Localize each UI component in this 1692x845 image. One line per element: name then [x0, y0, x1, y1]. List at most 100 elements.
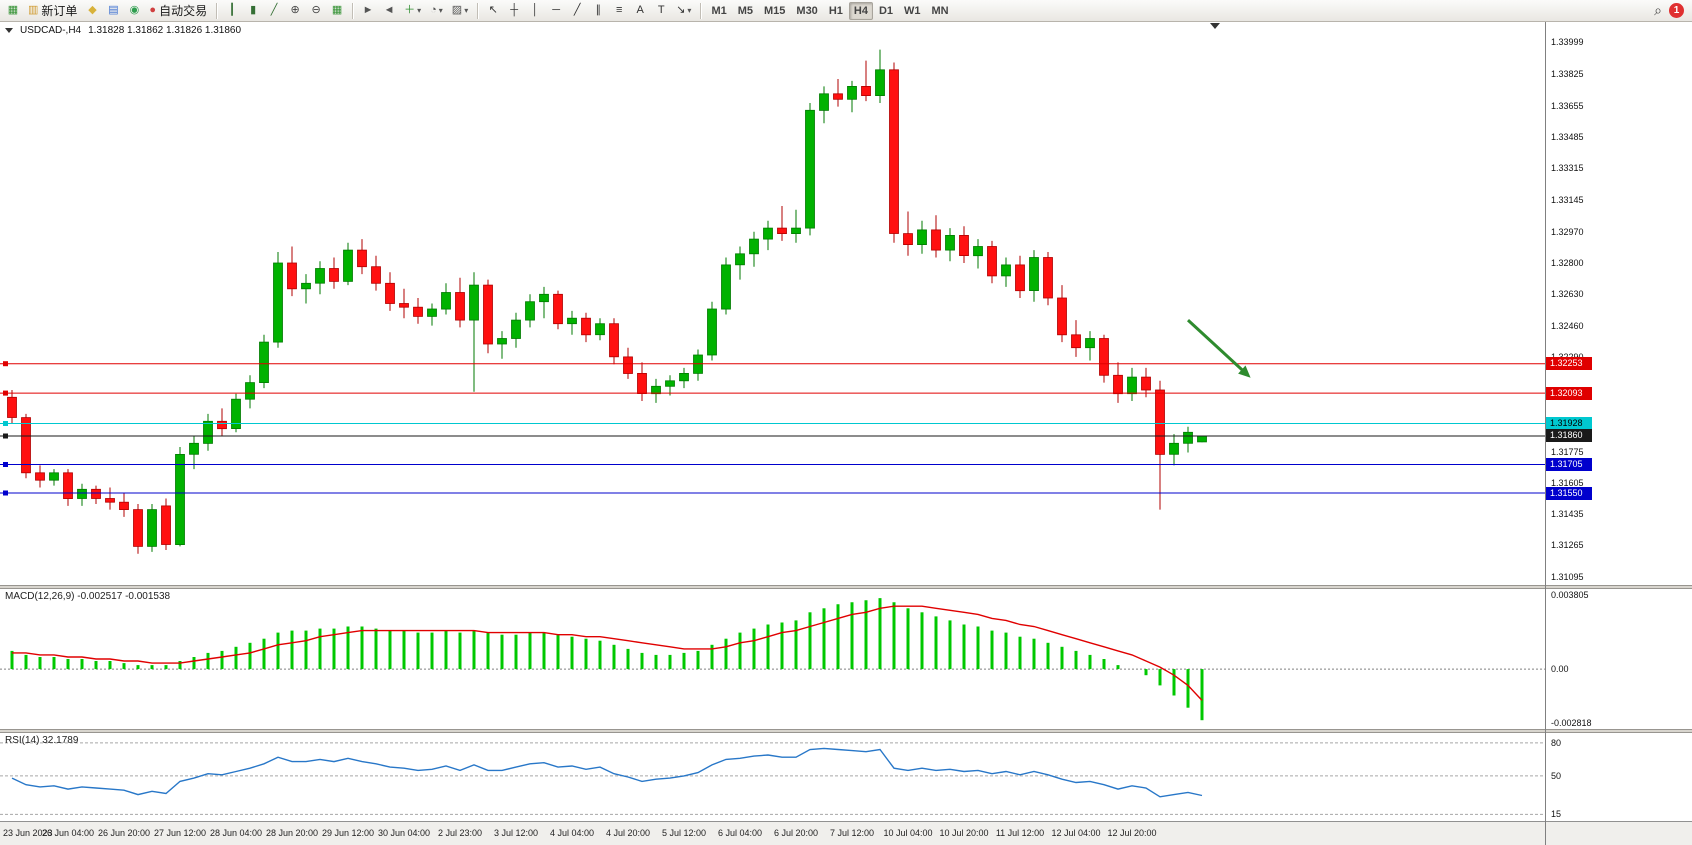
periods-button-dropdown-icon[interactable]: ▾	[438, 6, 443, 15]
line-chart-button[interactable]: ╱	[264, 2, 284, 20]
current-price-line[interactable]	[0, 433, 1545, 439]
price-axis-label: 1.31095	[1551, 571, 1584, 582]
current-price-line-price-tag: 1.31860	[1546, 429, 1592, 443]
ohlc-values: 1.31828 1.31862 1.31826 1.31860	[88, 25, 242, 36]
templates-button-dropdown-icon[interactable]: ▾	[464, 6, 469, 15]
text-label-button-icon: T	[657, 4, 665, 16]
channel-button-icon: ∥	[595, 4, 601, 16]
crosshair-button[interactable]: ┼	[504, 2, 524, 20]
channel-button[interactable]: ∥	[588, 2, 608, 20]
vertical-line-button[interactable]: │	[525, 2, 545, 20]
chart-menu-icon[interactable]	[5, 28, 13, 33]
trendline-button-icon: ╱	[573, 4, 581, 16]
timeframe-mn[interactable]: MN	[927, 2, 954, 20]
candlestick-canvas[interactable]	[0, 22, 1545, 585]
zoom-in-button[interactable]: ⊕	[285, 2, 305, 20]
vertical-line-button-icon: │	[531, 4, 539, 16]
toolbar-separator	[216, 2, 218, 19]
arrows-button-dropdown-icon[interactable]: ▾	[687, 6, 692, 15]
new-chart-button[interactable]: ▦	[3, 2, 23, 20]
indicators-button[interactable]: ＋ ▾	[400, 2, 425, 20]
timeframe-d1[interactable]: D1	[874, 2, 898, 20]
autotrading-button[interactable]: ● 自动交易	[145, 2, 211, 20]
auto-scroll-button[interactable]: ►	[358, 2, 378, 20]
search-icon[interactable]: ⌕	[1654, 2, 1662, 18]
axis-separator	[1546, 585, 1692, 589]
horizontal-line-button[interactable]: ─	[546, 2, 566, 20]
resistance-line-1[interactable]	[0, 361, 1545, 367]
new-order-button-icon: ▥	[28, 4, 39, 16]
fibonacci-button-icon: ≡	[615, 4, 623, 16]
periods-button[interactable]: ◔ ▾	[426, 2, 447, 20]
price-axis-label: 1.32800	[1551, 258, 1584, 269]
bar-chart-button-icon: ┃	[228, 4, 236, 16]
timeframe-m1[interactable]: M1	[706, 2, 731, 20]
candles	[7, 49, 1207, 554]
tile-windows-button[interactable]: ▦	[327, 2, 347, 20]
macd-panel[interactable]: MACD(12,26,9) -0.002517 -0.001538	[0, 589, 1545, 729]
cyan-level-line[interactable]	[0, 421, 1545, 426]
panel-resize-handle-rsi[interactable]	[0, 729, 1545, 733]
text-label-button[interactable]: T	[651, 2, 671, 20]
rsi-axis-label: 15	[1551, 809, 1562, 820]
panel-resize-handle-macd[interactable]	[0, 585, 1545, 589]
templates-button[interactable]: ▨ ▾	[448, 2, 472, 20]
text-button[interactable]: A	[630, 2, 650, 20]
arrows-button[interactable]: ↘ ▾	[672, 2, 695, 20]
symbol-period-label: USDCAD-,H4	[20, 25, 82, 36]
timeframe-h1-label: H1	[828, 4, 843, 17]
price-chart[interactable]: USDCAD-,H4 1.31828 1.31862 1.31826 1.318…	[0, 22, 1545, 585]
chart-title: USDCAD-,H4 1.31828 1.31862 1.31826 1.318…	[5, 25, 241, 36]
data-window-button[interactable]: ▤	[103, 2, 123, 20]
indicators-button-dropdown-icon[interactable]: ▾	[417, 6, 422, 15]
timeframe-m5-label: M5	[737, 4, 753, 17]
macd-label: MACD(12,26,9) -0.002517 -0.001538	[5, 591, 171, 602]
timeframe-h1[interactable]: H1	[824, 2, 848, 20]
timeframe-m5[interactable]: M5	[733, 2, 758, 20]
timeframe-h4[interactable]: H4	[848, 1, 873, 20]
chart-plot-column: USDCAD-,H4 1.31828 1.31862 1.31826 1.318…	[0, 22, 1545, 845]
cyan-level-line-price-tag: 1.31928	[1546, 416, 1592, 430]
price-axis-label: 1.31265	[1551, 540, 1584, 551]
metaeditor-button[interactable]: ◆	[82, 2, 102, 20]
chart-shift-button[interactable]: ◄	[379, 2, 399, 20]
candlestick-chart-button[interactable]: ▮	[243, 2, 263, 20]
fibonacci-button[interactable]: ≡	[609, 2, 629, 20]
price-axis-label: 1.33315	[1551, 163, 1584, 174]
trendline-button[interactable]: ╱	[567, 2, 587, 20]
zoom-out-button[interactable]: ⊖	[306, 2, 326, 20]
text-button-icon: A	[636, 4, 644, 16]
rsi-panel[interactable]: RSI(14) 32.1789	[0, 733, 1545, 821]
resistance-line-2[interactable]	[0, 390, 1545, 396]
macd-canvas	[0, 598, 1545, 721]
time-label: 23 Jun 2023	[3, 828, 53, 838]
time-label: 4 Jul 20:00	[605, 828, 651, 838]
timeframe-m15[interactable]: M15	[759, 2, 790, 20]
notification-badge[interactable]: 1	[1669, 3, 1684, 18]
cursor-button[interactable]: ↖	[483, 2, 503, 20]
timeframe-h4-label: H4	[853, 4, 868, 17]
timeframe-m1-label: M1	[711, 4, 727, 17]
new-order-button[interactable]: ▥ 新订单	[24, 2, 81, 20]
chart-shift-marker[interactable]	[1210, 23, 1220, 29]
new-chart-button-icon: ▦	[7, 4, 19, 16]
price-axis[interactable]: 1.33999 1.33825 1.33655 1.33485 1.33315 1.331…	[1545, 22, 1692, 845]
toolbar-separator	[352, 2, 354, 19]
toolbar-right-group: ⌕ 1	[1654, 2, 1689, 19]
timeframe-w1[interactable]: W1	[899, 2, 926, 20]
timeframe-m30[interactable]: M30	[791, 2, 822, 20]
support-line-1-price-tag: 1.31705	[1546, 457, 1592, 471]
arrows-button-icon: ↘	[676, 4, 686, 16]
time-axis[interactable]: 23 Jun 2023 26 Jun 04:00 26 Jun 20:00 27 Ju…	[0, 821, 1545, 845]
support-line-2[interactable]	[0, 490, 1545, 496]
bar-chart-button[interactable]: ┃	[222, 2, 242, 20]
indicators-button-icon: ＋	[404, 4, 416, 16]
strategy-tester-button[interactable]: ◉	[124, 2, 144, 20]
axis-bottom-corner	[1546, 821, 1692, 845]
support-line-1[interactable]	[0, 462, 1545, 467]
time-label: 2 Jul 23:00	[437, 828, 483, 838]
trend-arrow[interactable]	[1186, 318, 1251, 378]
macd-axis-label: 0.003805	[1551, 590, 1589, 600]
price-axis-label: 1.31605	[1551, 477, 1584, 488]
